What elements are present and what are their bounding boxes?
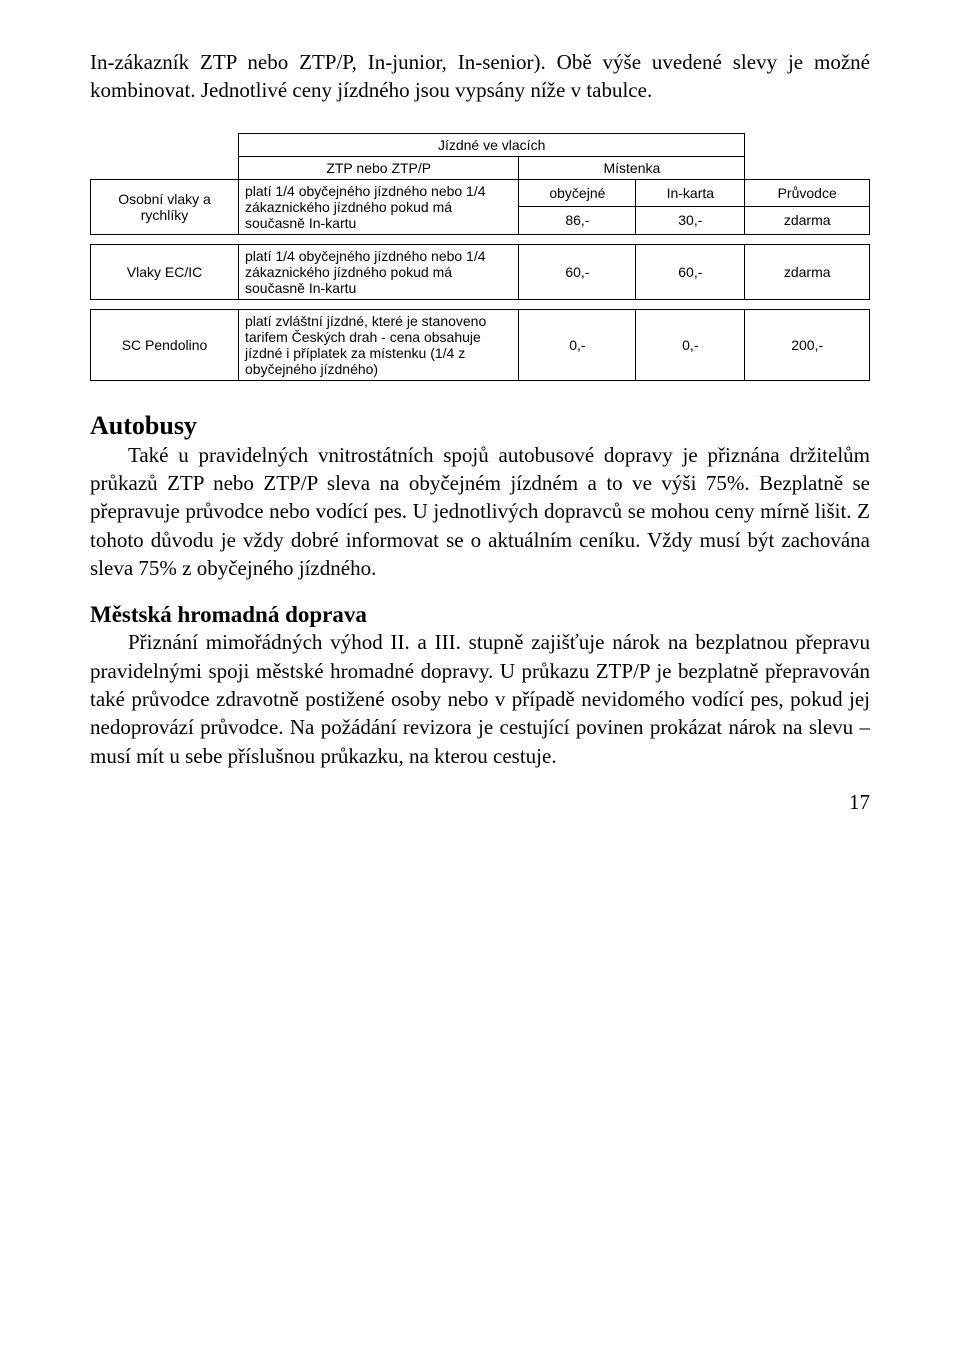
row2-v2: 0,- bbox=[636, 309, 745, 380]
autobusy-body: Také u pravidelných vnitrostátních spojů… bbox=[90, 441, 870, 583]
row-desc-2: platí zvláštní jízdné, které je stanoven… bbox=[239, 309, 519, 380]
mhd-heading: Městská hromadná doprava bbox=[90, 602, 870, 628]
row2-pruvodce: 200,- bbox=[745, 309, 870, 380]
row0-v2: 30,- bbox=[636, 207, 745, 235]
row1-v1: 60,- bbox=[519, 244, 636, 299]
row-label-2: SC Pendolino bbox=[91, 309, 239, 380]
row0-v1: 86,- bbox=[519, 207, 636, 235]
sub-obycejne: obyčejné bbox=[519, 179, 636, 207]
header-ztp: ZTP nebo ZTP/P bbox=[239, 156, 519, 179]
intro-paragraph: In-zákazník ZTP nebo ZTP/P, In-junior, I… bbox=[90, 48, 870, 105]
row2-v1: 0,- bbox=[519, 309, 636, 380]
mhd-body: Přiznání mimořádných výhod II. a III. st… bbox=[90, 628, 870, 770]
row0-pruvodce: zdarma bbox=[745, 207, 870, 235]
row-label-0: Osobní vlaky a rychlíky bbox=[91, 179, 239, 234]
row1-v2: 60,- bbox=[636, 244, 745, 299]
row-label-1: Vlaky EC/IC bbox=[91, 244, 239, 299]
page-number: 17 bbox=[90, 790, 870, 815]
table-title: Jízdné ve vlacích bbox=[239, 133, 745, 156]
header-pruvodce: Průvodce bbox=[745, 179, 870, 207]
autobusy-heading: Autobusy bbox=[90, 411, 870, 441]
row-desc-0: platí 1/4 obyčejného jízdného nebo 1/4 z… bbox=[239, 179, 519, 234]
sub-inkarta: In-karta bbox=[636, 179, 745, 207]
row-desc-1: platí 1/4 obyčejného jízdného nebo 1/4 z… bbox=[239, 244, 519, 299]
header-mistenka: Místenka bbox=[519, 156, 745, 179]
fare-table: Jízdné ve vlacích ZTP nebo ZTP/P Místenk… bbox=[90, 133, 870, 381]
row1-pruvodce: zdarma bbox=[745, 244, 870, 299]
